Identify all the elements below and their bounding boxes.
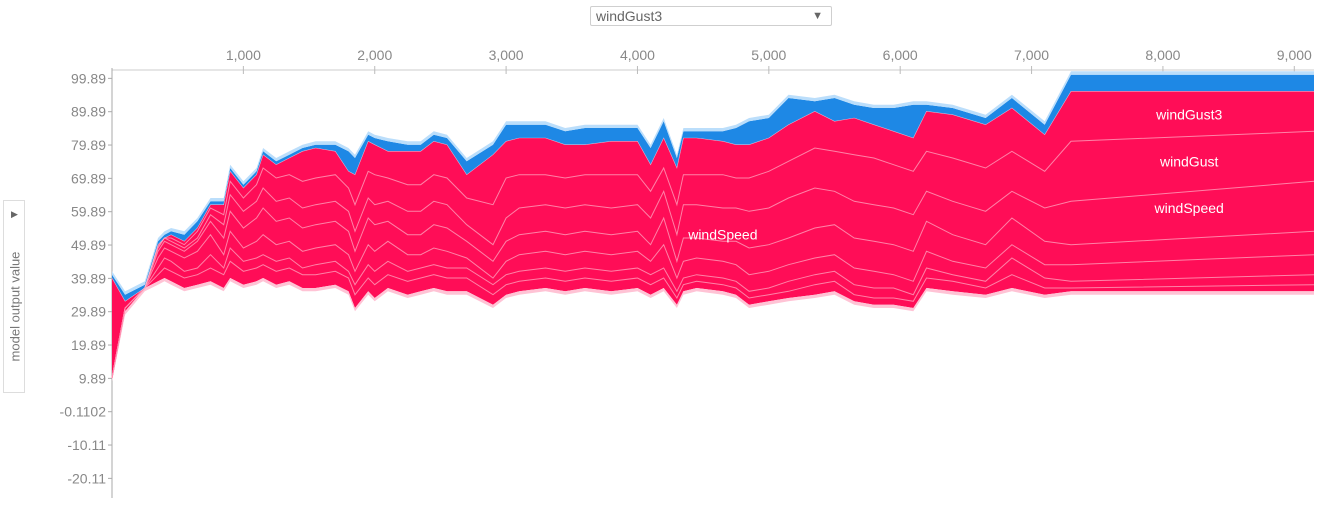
y-tick-label: 29.89 bbox=[71, 304, 106, 320]
x-tick: 3,000 bbox=[489, 47, 524, 74]
y-tick: 19.89 bbox=[71, 337, 112, 353]
feature-boundary-line bbox=[111, 230, 1315, 379]
y-axis: 99.89 89.89 79.89 69.89 59.89 49.89 39.89 29.89… bbox=[60, 68, 113, 498]
y-tick: 99.89 bbox=[71, 70, 112, 86]
x-tick: 2,000 bbox=[357, 47, 392, 74]
y-tick: 29.89 bbox=[71, 304, 112, 320]
x-tick: 7,000 bbox=[1014, 47, 1049, 74]
y-tick-label: -20.11 bbox=[67, 470, 106, 486]
y-tick-label: -10.11 bbox=[67, 437, 106, 453]
positive-edge-area bbox=[112, 278, 1314, 382]
y-tick: 79.89 bbox=[71, 137, 112, 153]
y-tick-label: 39.89 bbox=[71, 270, 106, 286]
y-axis-label: model output value bbox=[7, 251, 23, 362]
layer-label: windGust bbox=[1159, 153, 1218, 169]
y-tick-label: 19.89 bbox=[71, 337, 106, 353]
y-tick: -10.11 bbox=[67, 437, 112, 453]
y-tick: -20.11 bbox=[67, 470, 112, 486]
x-tick-label: 8,000 bbox=[1145, 47, 1180, 63]
x-axis: 1,000 2,000 3,000 4,000 5,000 6,000 7,000 8,000… bbox=[112, 47, 1314, 74]
y-tick: -0.1102 bbox=[60, 404, 112, 420]
y-tick-label: 79.89 bbox=[71, 137, 106, 153]
y-tick: 59.89 bbox=[71, 204, 112, 220]
x-tick-label: 9,000 bbox=[1277, 47, 1312, 63]
feature-boundary-line bbox=[111, 247, 1315, 379]
y-tick-label: 59.89 bbox=[71, 204, 106, 220]
layer-label: windSpeed bbox=[687, 227, 757, 243]
layer-label: windGust3 bbox=[1155, 107, 1222, 123]
layer-labels: windGust3 windGust windSpeed windSpeed bbox=[687, 107, 1224, 243]
x-tick-label: 4,000 bbox=[620, 47, 655, 63]
x-tick-label: 1,000 bbox=[226, 47, 261, 63]
y-tick-label: 99.89 bbox=[71, 70, 106, 86]
y-tick-label: -0.1102 bbox=[60, 404, 107, 420]
y-tick-label: 89.89 bbox=[71, 104, 106, 120]
dropdown-arrow-icon: ▶ bbox=[11, 209, 18, 219]
y-tick-label: 9.89 bbox=[79, 370, 106, 386]
feature-select-value: windGust3 bbox=[596, 8, 663, 24]
x-tick-label: 5,000 bbox=[751, 47, 786, 63]
y-tick: 69.89 bbox=[71, 170, 112, 186]
feature-ordering-select[interactable]: windGust3 ▼ bbox=[590, 6, 832, 26]
effect-divider-line bbox=[111, 91, 1314, 302]
feature-boundary-line bbox=[111, 260, 1315, 379]
x-tick: 1,000 bbox=[226, 47, 261, 74]
y-tick: 39.89 bbox=[71, 270, 112, 286]
dropdown-arrow-icon: ▼ bbox=[812, 10, 823, 22]
x-tick-label: 3,000 bbox=[489, 47, 524, 63]
layer-label: windSpeed bbox=[1154, 200, 1224, 216]
x-tick-label: 7,000 bbox=[1014, 47, 1049, 63]
y-tick: 49.89 bbox=[71, 237, 112, 253]
stacked-areas bbox=[111, 71, 1315, 382]
y-tick: 9.89 bbox=[79, 370, 112, 386]
feature-boundary-line bbox=[111, 130, 1315, 379]
y-tick-label: 49.89 bbox=[71, 237, 106, 253]
y-axis-select[interactable]: ▶ model output value bbox=[3, 200, 25, 393]
x-tick-label: 2,000 bbox=[357, 47, 392, 63]
x-tick: 4,000 bbox=[620, 47, 655, 74]
y-tick-label: 69.89 bbox=[71, 170, 106, 186]
positive-effect-area bbox=[112, 91, 1314, 379]
x-tick: 6,000 bbox=[883, 47, 918, 74]
y-tick: 89.89 bbox=[71, 104, 112, 120]
x-tick-label: 6,000 bbox=[883, 47, 918, 63]
feature-boundary-line bbox=[111, 180, 1315, 379]
feature-boundary-line bbox=[111, 207, 1315, 379]
x-tick: 5,000 bbox=[751, 47, 787, 74]
